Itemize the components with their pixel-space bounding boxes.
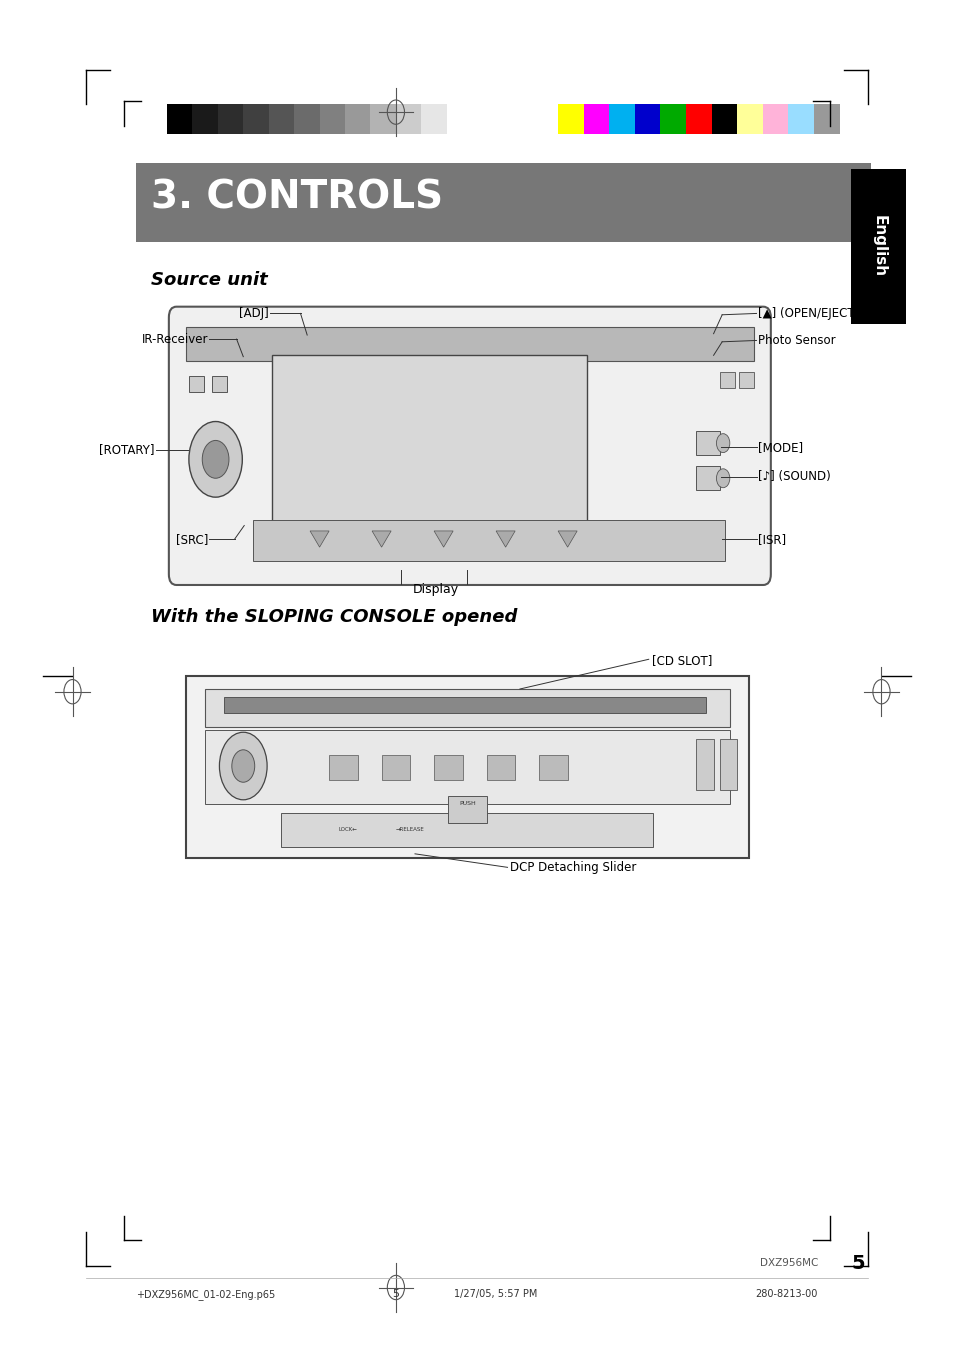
Bar: [193, 104, 217, 134]
Bar: [558, 104, 583, 134]
Circle shape: [219, 732, 267, 800]
Text: 5: 5: [850, 1254, 863, 1273]
Polygon shape: [558, 531, 577, 547]
Bar: [659, 104, 685, 134]
Bar: [446, 104, 472, 134]
Text: [♪] (SOUND): [♪] (SOUND): [758, 470, 830, 484]
Bar: [189, 376, 204, 392]
Bar: [136, 163, 870, 242]
Bar: [294, 104, 319, 134]
Text: [▲] (OPEN/EJECT): [▲] (OPEN/EJECT): [758, 307, 859, 320]
Bar: [186, 676, 748, 858]
Bar: [395, 104, 421, 134]
Polygon shape: [310, 531, 329, 547]
Bar: [448, 796, 486, 823]
Bar: [272, 355, 586, 551]
Bar: [720, 372, 734, 388]
Text: Source unit: Source unit: [151, 270, 267, 289]
Text: +DXZ956MC_01-02-Eng.p65: +DXZ956MC_01-02-Eng.p65: [136, 1289, 275, 1300]
Bar: [538, 755, 567, 780]
Bar: [281, 813, 653, 847]
Circle shape: [202, 440, 229, 478]
Bar: [205, 689, 729, 727]
Bar: [434, 755, 462, 780]
Bar: [737, 104, 762, 134]
Text: Display: Display: [413, 582, 458, 596]
Polygon shape: [496, 531, 515, 547]
Bar: [739, 372, 753, 388]
Polygon shape: [434, 531, 453, 547]
Text: [CD SLOT]: [CD SLOT]: [651, 654, 711, 667]
Text: DCP Detaching Slider: DCP Detaching Slider: [510, 861, 636, 874]
Bar: [205, 730, 729, 804]
Bar: [345, 104, 370, 134]
Circle shape: [716, 434, 729, 453]
Text: →RELEASE: →RELEASE: [395, 827, 424, 832]
Bar: [253, 520, 724, 561]
Circle shape: [232, 750, 254, 782]
Text: English: English: [870, 216, 885, 277]
Text: LOCK←: LOCK←: [338, 827, 357, 832]
Text: PUSH: PUSH: [458, 801, 476, 807]
Text: 5: 5: [392, 1289, 399, 1300]
Bar: [421, 104, 446, 134]
Circle shape: [716, 469, 729, 488]
Bar: [381, 755, 410, 780]
Bar: [850, 169, 905, 324]
Text: IR-Receiver: IR-Receiver: [141, 332, 208, 346]
Bar: [813, 104, 839, 134]
Bar: [329, 755, 357, 780]
Bar: [583, 104, 609, 134]
Text: Photo Sensor: Photo Sensor: [758, 334, 835, 347]
Bar: [486, 755, 515, 780]
Bar: [787, 104, 813, 134]
Text: 1/27/05, 5:57 PM: 1/27/05, 5:57 PM: [454, 1289, 537, 1300]
Circle shape: [189, 422, 242, 497]
Bar: [720, 739, 737, 790]
Bar: [319, 104, 345, 134]
Bar: [224, 697, 705, 713]
Text: [MODE]: [MODE]: [758, 440, 802, 454]
FancyBboxPatch shape: [169, 307, 770, 585]
Bar: [609, 104, 634, 134]
Text: [SRC]: [SRC]: [175, 532, 208, 546]
Bar: [696, 739, 713, 790]
Bar: [217, 104, 243, 134]
Bar: [685, 104, 711, 134]
Polygon shape: [372, 531, 391, 547]
Bar: [370, 104, 395, 134]
Bar: [167, 104, 193, 134]
Text: DXZ956MC: DXZ956MC: [760, 1258, 818, 1269]
Bar: [269, 104, 294, 134]
Text: [ADJ]: [ADJ]: [239, 307, 269, 320]
Text: [ISR]: [ISR]: [758, 532, 785, 546]
Text: [ROTARY]: [ROTARY]: [99, 443, 154, 457]
Text: 280-8213-00: 280-8213-00: [755, 1289, 817, 1300]
Bar: [696, 431, 720, 455]
Bar: [186, 327, 753, 361]
Bar: [212, 376, 227, 392]
Text: With the SLOPING CONSOLE opened: With the SLOPING CONSOLE opened: [151, 608, 517, 627]
Bar: [696, 466, 720, 490]
Bar: [634, 104, 659, 134]
Bar: [762, 104, 787, 134]
Text: 3. CONTROLS: 3. CONTROLS: [151, 178, 442, 216]
Bar: [711, 104, 737, 134]
Bar: [243, 104, 269, 134]
